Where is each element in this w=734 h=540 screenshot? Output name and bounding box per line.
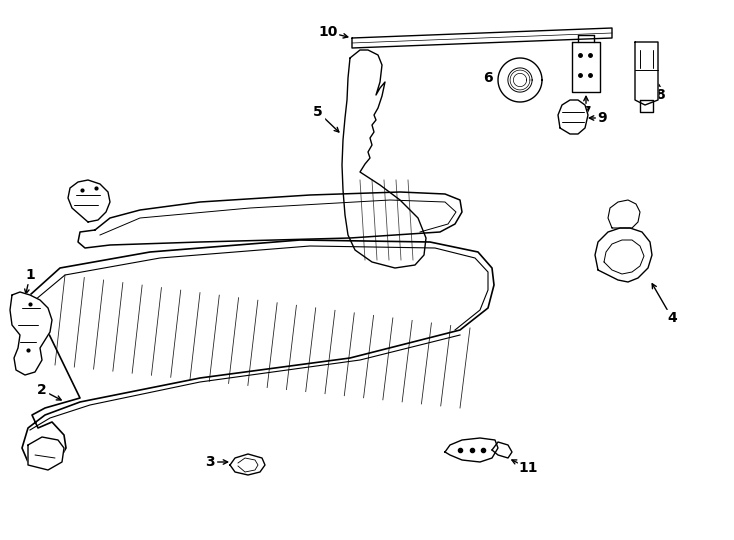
Polygon shape xyxy=(68,180,110,222)
Polygon shape xyxy=(78,192,462,248)
Text: 10: 10 xyxy=(319,25,338,39)
Polygon shape xyxy=(342,50,426,268)
Polygon shape xyxy=(10,292,52,375)
Polygon shape xyxy=(640,100,653,112)
Polygon shape xyxy=(445,438,498,462)
Text: 3: 3 xyxy=(206,455,215,469)
Polygon shape xyxy=(595,228,652,282)
Text: 4: 4 xyxy=(667,311,677,325)
Text: 9: 9 xyxy=(597,111,607,125)
Polygon shape xyxy=(492,442,512,458)
Text: 7: 7 xyxy=(581,105,591,119)
Polygon shape xyxy=(22,240,494,468)
Polygon shape xyxy=(635,42,658,105)
Polygon shape xyxy=(572,42,600,92)
Polygon shape xyxy=(608,200,640,228)
Polygon shape xyxy=(498,58,542,102)
Text: 8: 8 xyxy=(655,88,665,102)
Polygon shape xyxy=(230,454,265,475)
Polygon shape xyxy=(558,100,588,134)
Polygon shape xyxy=(352,28,612,48)
Text: 6: 6 xyxy=(483,71,493,85)
Text: 2: 2 xyxy=(37,383,47,397)
Text: 5: 5 xyxy=(313,105,323,119)
Text: 11: 11 xyxy=(518,461,538,475)
Polygon shape xyxy=(28,437,64,470)
Text: 1: 1 xyxy=(25,268,35,282)
